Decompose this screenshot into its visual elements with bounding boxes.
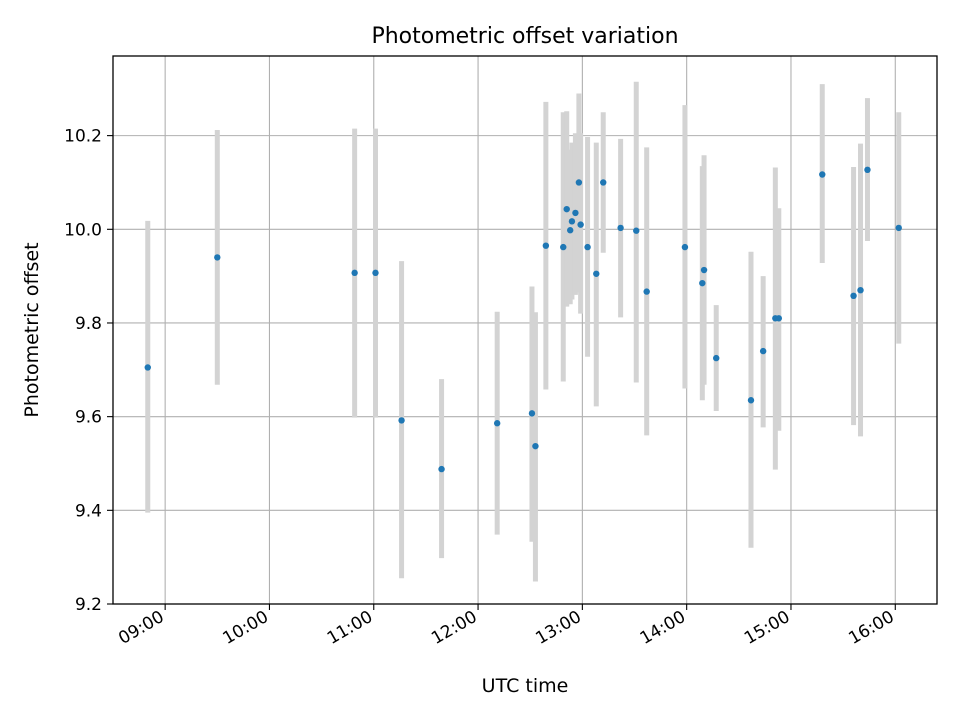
data-point — [144, 364, 151, 371]
data-point — [528, 410, 536, 417]
axes-frame — [112, 55, 938, 605]
data-point — [895, 224, 902, 232]
x-tick-label: 16:00 — [845, 607, 897, 649]
data-point — [566, 227, 574, 234]
y-axis-label: Photometric offset — [21, 242, 43, 417]
y-tick-label: 9.2 — [75, 595, 102, 615]
y-tick-label: 10.2 — [64, 127, 102, 147]
data-point — [617, 224, 624, 232]
x-tick-label: 10:00 — [220, 607, 272, 649]
grid — [113, 56, 937, 605]
data-point — [214, 254, 221, 261]
data-point — [681, 243, 689, 251]
y-tick-label: 9.8 — [75, 314, 102, 334]
data-point — [593, 270, 600, 277]
y-tick-label: 9.6 — [75, 408, 102, 428]
data-point — [572, 209, 579, 217]
data-point — [575, 179, 583, 186]
x-tick-label: 13:00 — [532, 607, 584, 649]
data-point — [398, 417, 405, 424]
data-point — [600, 179, 607, 186]
error-bars — [145, 81, 902, 582]
data-point — [864, 166, 871, 174]
data-point — [775, 315, 783, 322]
data-point — [532, 442, 539, 450]
x-tick-label: 15:00 — [741, 607, 793, 649]
axis-ticks: 09:00 10:00 11:00 12:00 13:00 14:00 15:00 16:00… — [64, 127, 898, 649]
data-point — [713, 354, 720, 362]
data-point — [568, 218, 576, 225]
x-tick-label: 11:00 — [324, 607, 376, 649]
data-point — [372, 269, 379, 277]
data-point — [759, 347, 767, 355]
data-point — [542, 242, 550, 249]
x-tick-label: 12:00 — [428, 607, 480, 649]
data-point — [819, 171, 826, 178]
data-point — [857, 286, 864, 294]
x-axis-label: UTC time — [482, 675, 569, 697]
y-tick-label: 9.4 — [75, 501, 102, 521]
y-tick-label: 10.0 — [64, 220, 102, 240]
data-point — [584, 243, 591, 251]
data-point — [563, 205, 570, 213]
data-point — [560, 243, 567, 251]
data-points — [144, 166, 902, 473]
data-point — [699, 279, 706, 287]
data-point — [700, 266, 708, 274]
x-tick-label: 14:00 — [637, 607, 689, 649]
chart-title: Photometric offset variation — [371, 24, 678, 49]
data-point — [850, 292, 857, 300]
data-point — [633, 227, 640, 234]
data-point — [493, 420, 501, 427]
data-point — [577, 221, 584, 228]
data-point — [643, 288, 650, 295]
x-tick-label: 09:00 — [115, 607, 167, 649]
data-point — [747, 397, 755, 404]
data-point — [438, 465, 445, 473]
data-point — [351, 269, 358, 277]
